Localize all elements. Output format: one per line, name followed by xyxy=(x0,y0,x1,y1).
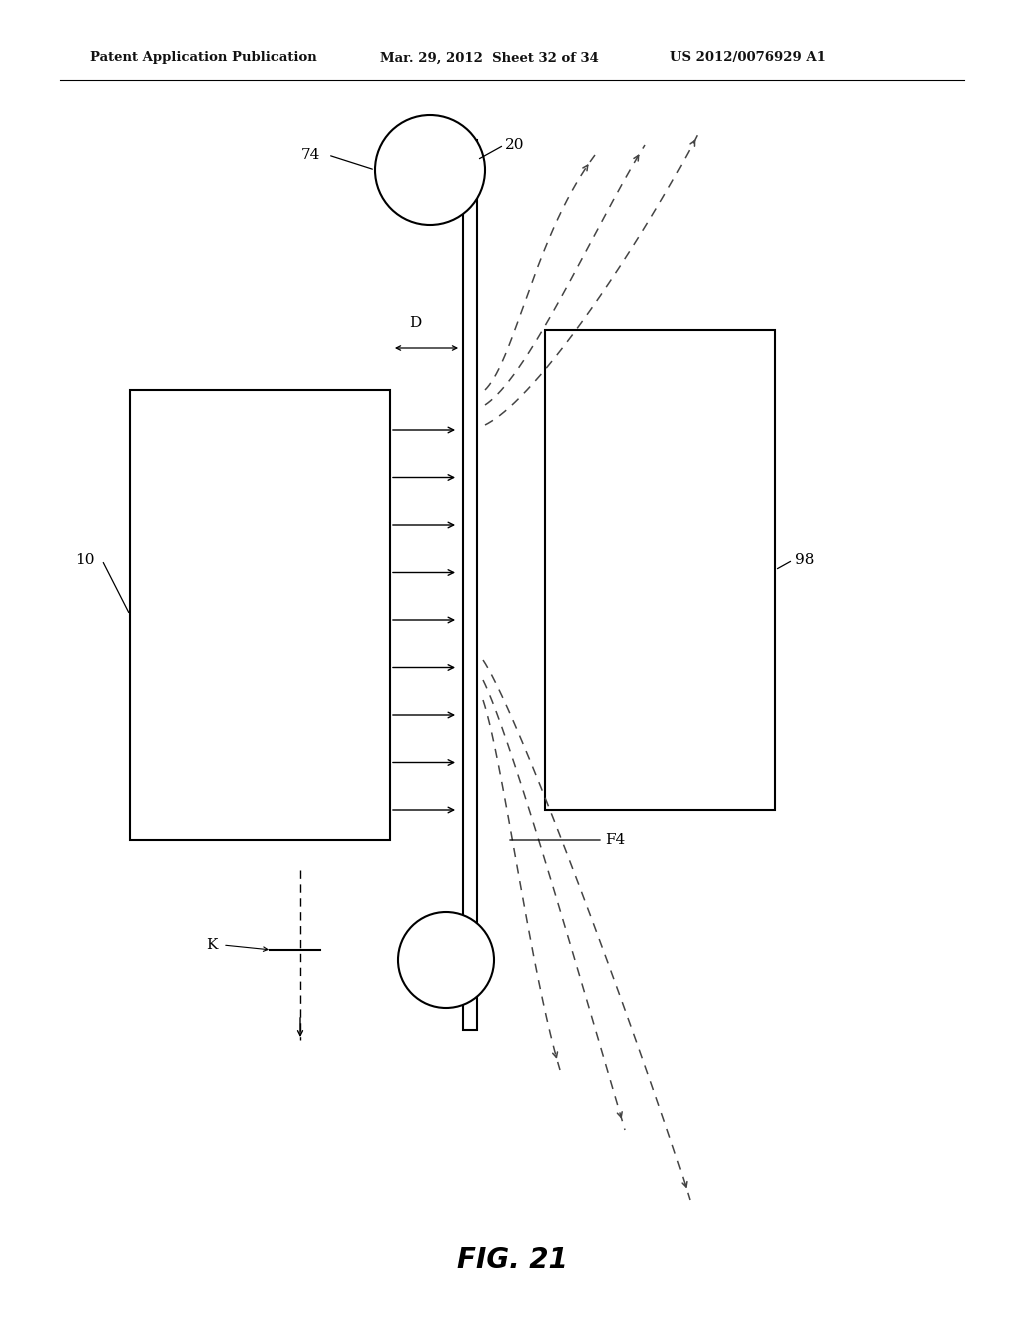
Ellipse shape xyxy=(375,115,485,224)
Bar xyxy=(545,330,775,810)
Text: 74: 74 xyxy=(301,148,319,162)
Text: 10: 10 xyxy=(76,553,95,568)
Text: F4: F4 xyxy=(605,833,626,847)
Text: Patent Application Publication: Patent Application Publication xyxy=(90,51,316,65)
Bar xyxy=(130,389,390,840)
Text: 98: 98 xyxy=(795,553,814,568)
Text: K: K xyxy=(207,939,218,952)
Text: 20: 20 xyxy=(505,139,524,152)
Text: US 2012/0076929 A1: US 2012/0076929 A1 xyxy=(670,51,826,65)
Ellipse shape xyxy=(398,912,494,1008)
Text: FIG. 21: FIG. 21 xyxy=(457,1246,567,1274)
Text: Mar. 29, 2012  Sheet 32 of 34: Mar. 29, 2012 Sheet 32 of 34 xyxy=(380,51,599,65)
Bar xyxy=(463,140,477,1030)
Text: D: D xyxy=(409,315,421,330)
